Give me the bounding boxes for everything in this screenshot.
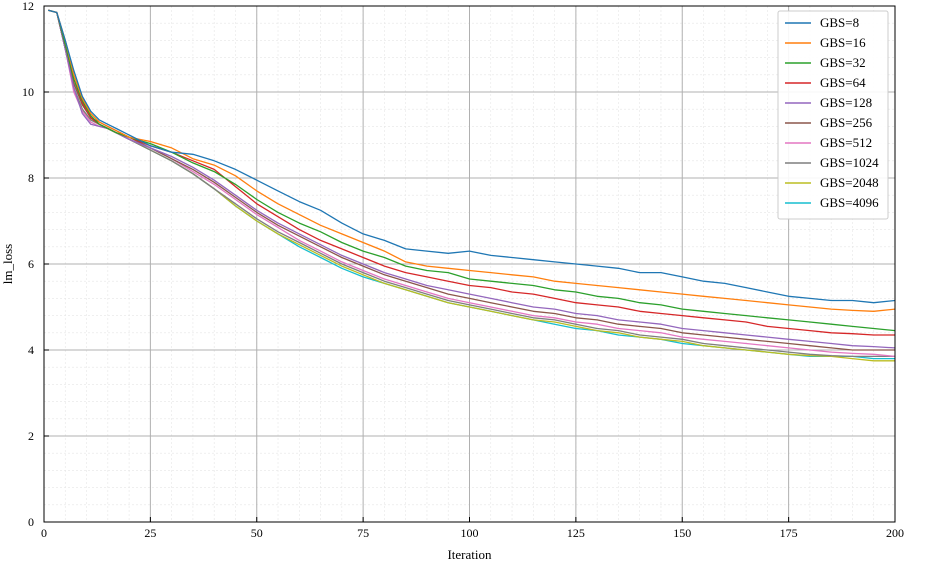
legend-label-gbs-128: GBS=128	[820, 95, 872, 110]
tick-labels-layer: 0 25 50 75 100 125 150 175 200 0 2 4 6 8 10 12	[22, 0, 904, 540]
y-tick-label: 4	[28, 343, 34, 357]
legend-label-gbs-2048: GBS=2048	[820, 175, 879, 190]
series-line-gbs-16	[48, 9, 896, 312]
series-line-gbs-512	[48, 9, 896, 358]
x-axis-label: Iteration	[447, 547, 492, 562]
x-tick-label: 200	[886, 526, 904, 540]
y-tick-label: 0	[28, 515, 34, 529]
series-line-gbs-256	[48, 9, 895, 351]
y-axis-label: lm_loss	[0, 244, 15, 284]
x-tick-label: 175	[780, 526, 798, 540]
x-tick-label: 50	[251, 526, 263, 540]
series-line-gbs-64	[48, 9, 895, 336]
x-tick-label: 150	[673, 526, 691, 540]
ticks-layer	[43, 5, 896, 523]
series-line-gbs-32	[48, 9, 896, 332]
legend-label-gbs-4096: GBS=4096	[820, 195, 879, 210]
legend-label-gbs-32: GBS=32	[820, 55, 866, 70]
series-line-gbs-2048	[48, 9, 895, 362]
legend: GBS=8 GBS=16 GBS=32 GBS=64 GBS=128 GBS=256 GBS…	[777, 10, 889, 220]
x-tick-label: 125	[567, 526, 585, 540]
series-line-gbs-8	[48, 9, 896, 304]
series-layer	[48, 9, 896, 362]
y-tick-label: 12	[22, 0, 34, 13]
legend-label-gbs-64: GBS=64	[820, 75, 866, 90]
x-tick-label: 75	[357, 526, 369, 540]
legend-label-gbs-16: GBS=16	[820, 35, 866, 50]
series-line-gbs-4096	[48, 9, 895, 360]
series-line-gbs-128	[48, 9, 896, 349]
y-tick-label: 6	[28, 257, 34, 271]
legend-label-gbs-512: GBS=512	[820, 135, 872, 150]
y-tick-label: 2	[28, 429, 34, 443]
x-tick-label: 100	[461, 526, 479, 540]
series-line-gbs-1024	[48, 9, 895, 358]
legend-label-gbs-256: GBS=256	[820, 115, 873, 130]
legend-label-gbs-8: GBS=8	[820, 15, 859, 30]
y-tick-label: 10	[22, 85, 34, 99]
legend-label-gbs-1024: GBS=1024	[820, 155, 879, 170]
x-tick-label: 25	[144, 526, 156, 540]
y-tick-label: 8	[28, 171, 34, 185]
x-tick-label: 0	[41, 526, 47, 540]
